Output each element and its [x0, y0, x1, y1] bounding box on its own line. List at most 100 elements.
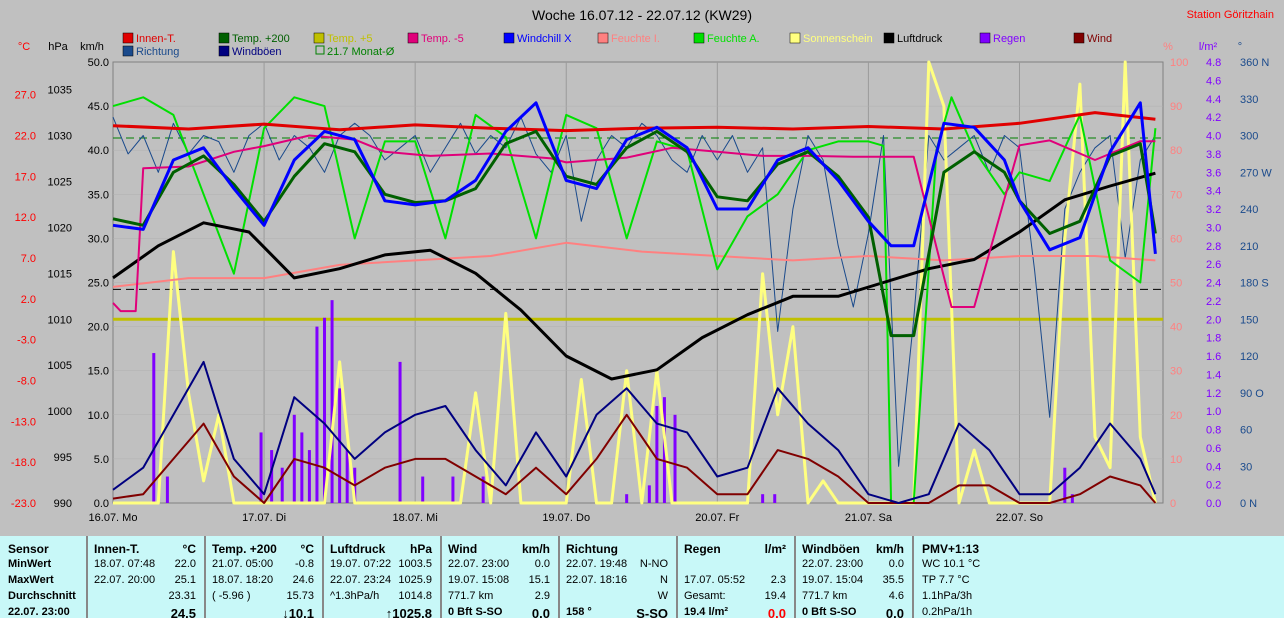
axis-tick-label: 90: [1170, 101, 1182, 113]
axis-tick-label: 0.6: [1206, 443, 1221, 455]
axis-tick-label: 150: [1240, 314, 1258, 326]
richtung-cell-label: 22.07. 18:16: [566, 574, 628, 586]
legend-swatch: [218, 45, 230, 57]
axis-tick-label: 270 W: [1240, 167, 1272, 179]
rain-bar: [152, 353, 156, 503]
axis-tick-label: 40.0: [88, 145, 109, 157]
pmv-line: PMV+1:13: [922, 542, 980, 556]
axis-tick-label: -13.0: [11, 416, 36, 428]
innen-unit: °C: [182, 542, 196, 556]
axis-tick-label: 210: [1240, 241, 1258, 253]
luftdruck-cell-value: 1003.5: [398, 558, 432, 570]
wind-cell-value: 15.1: [528, 574, 550, 586]
axis-tick-label: -23.0: [11, 498, 36, 510]
axis-tick-label: 30.0: [88, 233, 109, 245]
axis-tick-label: 1035: [48, 85, 72, 97]
axis-tick-label: 1015: [48, 268, 72, 280]
rain-bar: [655, 405, 659, 503]
luftdruck-cell-value: ↑1025.8: [385, 606, 432, 618]
innen-cell-value: 22.0: [174, 558, 196, 570]
axis-tick-label: 90 O: [1240, 388, 1264, 400]
axis-tick-label: 0.0: [1206, 498, 1221, 510]
axis-tick-label: 1.6: [1206, 351, 1221, 363]
kmh-axis-label: km/h: [80, 41, 104, 53]
axis-tick-label: 1020: [48, 222, 72, 234]
legend-swatch: [313, 32, 325, 44]
x-axis-label: 16.07. Mo: [89, 512, 138, 524]
x-axis-labels: 16.07. Mo 17.07. Di 18.07. Mi 19.07. Do 20.0…: [89, 512, 1043, 524]
temp-cell-value: -0.8: [295, 558, 314, 570]
axis-tick-label: 30: [1240, 461, 1252, 473]
legend-label: Temp. -5: [421, 33, 464, 45]
boen-cell-value: 0.0: [888, 558, 904, 570]
boen-cell-value: 35.5: [882, 574, 904, 586]
axis-tick-label: 10.0: [88, 410, 109, 422]
legend-label: Windböen: [232, 46, 282, 58]
x-axis-label: 18.07. Mi: [393, 512, 438, 524]
table-col-temp: Temp. +200 °C 21.07. 05:00 -0.8 18.07. 18:20…: [206, 536, 324, 618]
legend-swatch: [979, 32, 991, 44]
axis-tick-label: 2.0: [21, 294, 36, 306]
axis-tick-label: 27.0: [15, 90, 36, 102]
legend-swatch: [503, 32, 515, 44]
rain-bar: [259, 432, 263, 503]
legend-label: Feuchte A.: [707, 33, 760, 45]
regen-cell-label: 17.07. 05:52: [684, 574, 746, 586]
luftdruck-cell-label: ^1.3hPa/h: [330, 590, 380, 602]
legend-swatch: [883, 32, 895, 44]
legend-label: Temp. +5: [327, 33, 373, 45]
axis-tick-label: 1.4: [1206, 369, 1221, 381]
legend-swatch: [789, 32, 801, 44]
legend-label: Richtung: [136, 46, 179, 58]
regen-unit: l/m²: [764, 542, 786, 556]
rain-bar: [481, 476, 485, 503]
axis-tick-label: 15.0: [88, 366, 109, 378]
legend-label: Windchill X: [517, 33, 572, 45]
celsius-axis-label: °C: [18, 41, 30, 53]
luftdruck-cell-value: 1025.9: [398, 574, 432, 586]
table-col-pmv: PMV+1:13 WC 10.1 °C TP 7.7 °C 1.1hPa/3h 0.2h…: [914, 536, 1284, 618]
table-col-richtung: Richtung 22.07. 19:48 N-NO 22.07. 18:16 N W 15…: [560, 536, 678, 618]
legend-label: 21.7 Monat-Ø: [327, 46, 395, 58]
luftdruck-cell-value: 1014.8: [398, 590, 432, 602]
pmv-line: TP 7.7 °C: [922, 574, 970, 586]
rain-bar: [330, 300, 334, 503]
regen-cell-value: 0.0: [767, 606, 786, 618]
innen-cell-label: 18.07. 07:48: [94, 558, 156, 570]
axis-tick-label: 1030: [48, 131, 72, 143]
rain-bar: [647, 485, 651, 503]
axis-tick-label: 2.0: [1206, 314, 1221, 326]
series-line: [112, 129, 1157, 338]
axis-tick-label: 2.8: [1206, 241, 1221, 253]
sensor-now-label: 22.07. 23:00: [8, 606, 70, 618]
axis-tick-label: 240: [1240, 204, 1258, 216]
series-line: [112, 134, 1156, 313]
direction-axis-label: °: [1238, 41, 1242, 53]
axis-tick-label: 1.0: [1206, 406, 1221, 418]
legend-swatch: [218, 32, 230, 44]
axis-tick-label: 3.6: [1206, 167, 1221, 179]
axis-tick-label: 5.0: [94, 454, 109, 466]
boen-cell-label: 0 Bft S-SO: [802, 606, 857, 618]
axis-tick-label: 17.0: [15, 171, 36, 183]
axis-tick-label: 10: [1170, 454, 1182, 466]
regen-cell-label: 19.4 l/m²: [684, 606, 729, 618]
boen-cell-label: 22.07. 23:00: [802, 558, 864, 570]
legend-label: Luftdruck: [897, 33, 943, 45]
axis-tick-label: 360 N: [1240, 57, 1269, 69]
rain-bar: [1063, 467, 1067, 503]
wind-cell-value: 0.0: [531, 606, 550, 618]
legend-label: Wind: [1087, 33, 1112, 45]
weather-chart: Woche 16.07.12 - 22.07.12 (KW29) Station…: [10, 7, 1274, 524]
axis-tick-label: 50.0: [88, 57, 109, 69]
boen-cell-label: 771.7 km: [802, 590, 848, 602]
regen-header: Regen: [684, 542, 721, 556]
richtung-header: Richtung: [566, 542, 618, 556]
innen-cell-value: 24.5: [170, 606, 196, 618]
legend-label: Temp. +200: [232, 33, 290, 45]
x-axis-label: 22.07. So: [996, 512, 1043, 524]
temp-cell-value: 15.73: [286, 590, 314, 602]
rain-bar: [270, 450, 274, 503]
rain-bar: [761, 494, 765, 503]
legend-label: Innen-T.: [136, 33, 176, 45]
